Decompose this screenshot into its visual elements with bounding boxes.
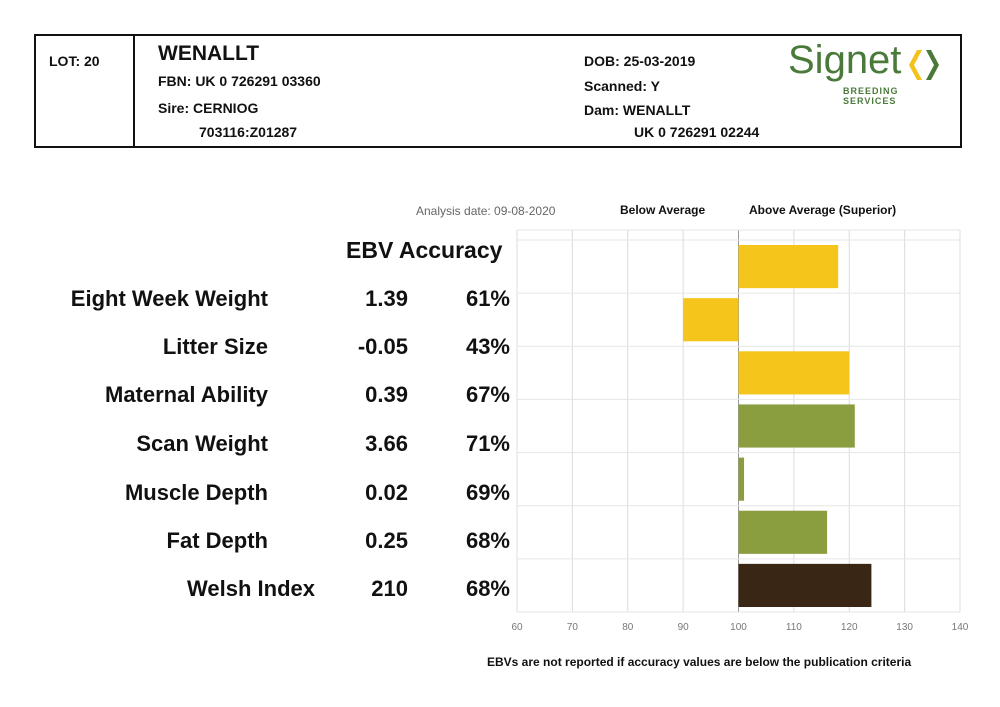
- trait-accuracy: 68%: [465, 528, 510, 553]
- trait-ebv: 0.25: [365, 528, 408, 553]
- trait-accuracy: 67%: [465, 382, 510, 407]
- trait-accuracy: 71%: [465, 431, 510, 456]
- trait-label: Maternal Ability: [105, 382, 268, 407]
- trait-accuracy: 68%: [465, 576, 510, 601]
- logo-subtitle: BREEDING SERVICES: [843, 86, 899, 106]
- animal-header: LOT: 20 WENALLT FBN: UK 0 726291 03360 S…: [34, 34, 962, 148]
- scanned-status: Scanned: Y: [584, 78, 660, 94]
- trait-label: Eight Week Weight: [70, 286, 268, 311]
- trait-ebv: 0.39: [365, 382, 408, 407]
- flock-book-number: FBN: UK 0 726291 03360: [158, 73, 321, 89]
- header-divider: [133, 36, 135, 146]
- lot-number: LOT: 20: [49, 53, 100, 69]
- sire-id: 703116:Z01287: [199, 124, 298, 140]
- above-average-label: Above Average (Superior): [749, 203, 897, 217]
- x-tick-label: 100: [730, 622, 747, 633]
- ebv-bar: [738, 510, 828, 554]
- ebv-bar: [738, 245, 839, 289]
- trait-accuracy: 43%: [465, 334, 510, 359]
- trait-ebv: 0.02: [365, 480, 408, 505]
- ebv-bar-chart: 60 70 80 90 100 110 120 130 140: [511, 229, 969, 633]
- ebv-bar: [738, 457, 745, 501]
- trait-label: Welsh Index: [187, 576, 315, 601]
- sire-name: Sire: CERNIOG: [158, 100, 259, 116]
- analysis-date: Analysis date: 09-08-2020: [416, 204, 556, 218]
- ebv-bar: [738, 351, 850, 395]
- x-tick-label: 110: [786, 622, 802, 633]
- dam-name: Dam: WENALLT: [584, 102, 691, 118]
- date-of-birth: DOB: 25-03-2019: [584, 53, 696, 69]
- trait-ebv: 210: [371, 576, 408, 601]
- logo-wordmark: Signet: [788, 38, 902, 82]
- signet-chevrons-icon: [909, 50, 939, 80]
- ebv-bar: [738, 404, 855, 448]
- ebv-bar: [683, 298, 739, 342]
- trait-accuracy: 69%: [465, 480, 510, 505]
- trait-label: Scan Weight: [136, 431, 268, 456]
- trait-label: Muscle Depth: [124, 480, 268, 505]
- signet-logo: Signet BREEDING SERVICES: [788, 38, 948, 106]
- trait-label: Fat Depth: [166, 528, 268, 553]
- trait-accuracy: 61%: [465, 286, 510, 311]
- x-tick-label: 120: [841, 622, 858, 633]
- x-tick-label: 140: [952, 622, 969, 633]
- x-tick-label: 130: [896, 622, 913, 633]
- trait-ebv: 3.66: [365, 431, 408, 456]
- footnote: EBVs are not reported if accuracy values…: [487, 655, 912, 669]
- x-tick-label: 60: [511, 622, 523, 633]
- x-tick-label: 90: [678, 622, 690, 633]
- trait-ebv: 1.39: [365, 286, 408, 311]
- trait-ebv: -0.05: [357, 334, 408, 359]
- ebv-accuracy-header: EBV Accuracy: [346, 237, 503, 263]
- trait-label: Litter Size: [162, 334, 268, 359]
- ebv-bar: [738, 563, 872, 607]
- animal-name: WENALLT: [158, 42, 260, 65]
- below-average-label: Below Average: [620, 203, 706, 217]
- x-tick-label: 70: [567, 622, 579, 633]
- x-tick-label: 80: [622, 622, 634, 633]
- dam-id: UK 0 726291 02244: [634, 124, 760, 140]
